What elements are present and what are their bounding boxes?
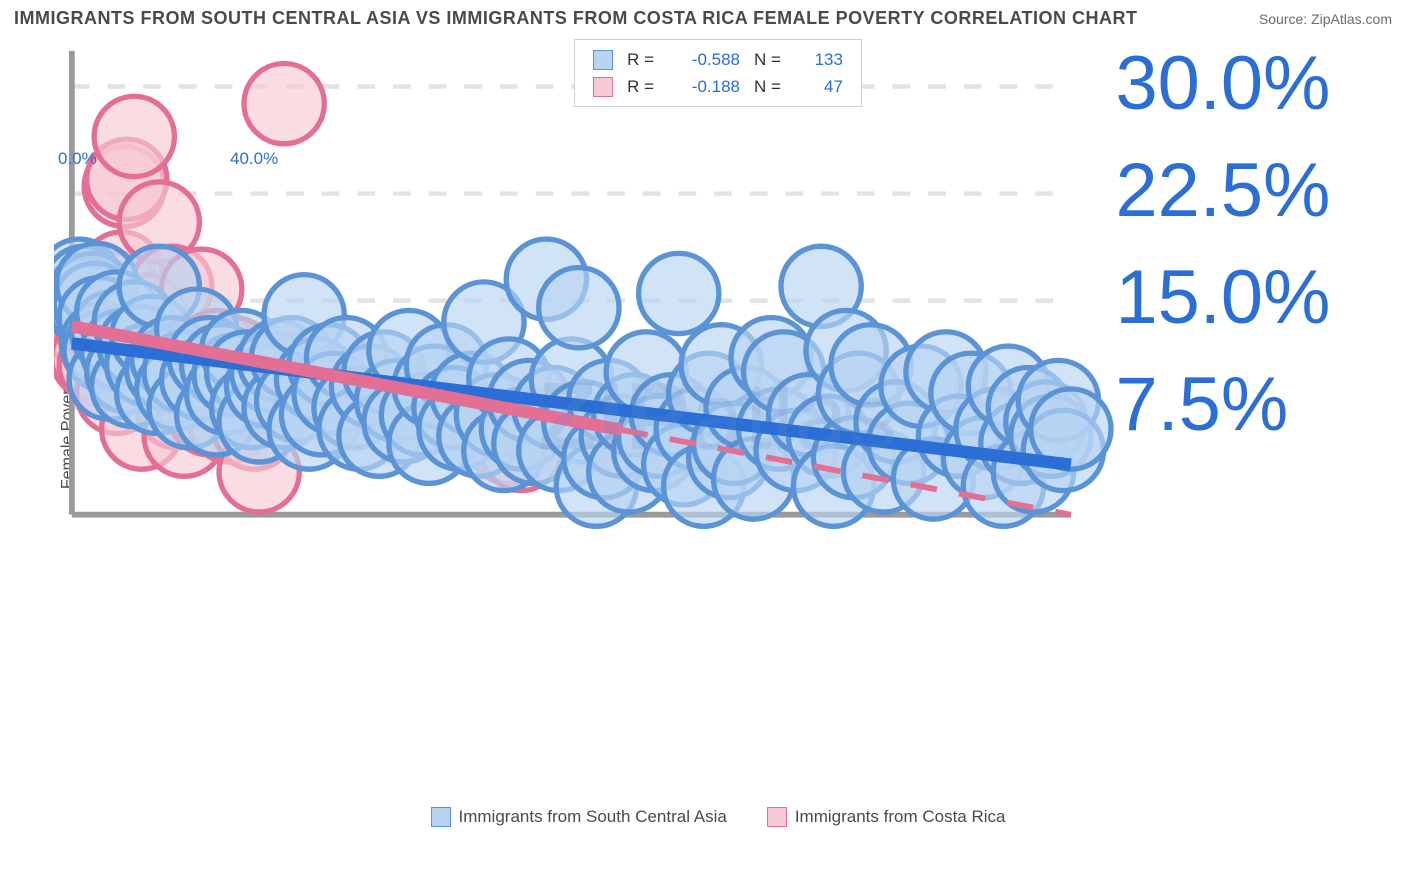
stats-r-label: R = xyxy=(627,46,654,73)
legend-swatch xyxy=(593,50,613,70)
legend-item: Immigrants from Costa Rica xyxy=(767,807,1006,827)
data-point xyxy=(94,96,174,176)
chart-title: IMMIGRANTS FROM SOUTH CENTRAL ASIA VS IM… xyxy=(14,8,1137,29)
stats-n-value: 133 xyxy=(795,46,843,73)
legend-label: Immigrants from Costa Rica xyxy=(795,807,1006,827)
legend-swatch xyxy=(431,807,451,827)
y-tick-label: 30.0% xyxy=(1115,41,1330,126)
legend-swatch xyxy=(593,77,613,97)
legend-item: Immigrants from South Central Asia xyxy=(431,807,727,827)
y-tick-label: 15.0% xyxy=(1115,255,1330,340)
stats-r-value: -0.188 xyxy=(668,73,740,100)
plot-area-wrapper: Female Poverty 7.5%15.0%22.5%30.0% ZIPat… xyxy=(44,33,1392,833)
data-point xyxy=(244,64,324,144)
series-legend: Immigrants from South Central Asia Immigr… xyxy=(44,807,1392,827)
stats-n-value: 47 xyxy=(795,73,843,100)
legend-swatch xyxy=(767,807,787,827)
data-point xyxy=(639,253,719,333)
x-axis-min-label: 0.0% xyxy=(58,149,97,169)
stats-r-label: R = xyxy=(627,73,654,100)
stats-row: R = -0.588 N = 133 xyxy=(593,46,843,73)
stats-r-value: -0.588 xyxy=(668,46,740,73)
scatter-plot: 7.5%15.0%22.5%30.0% xyxy=(54,33,1392,702)
stats-row: R = -0.188 N = 47 xyxy=(593,73,843,100)
stats-n-label: N = xyxy=(754,46,781,73)
legend-label: Immigrants from South Central Asia xyxy=(459,807,727,827)
data-point xyxy=(539,268,619,348)
source-attribution: Source: ZipAtlas.com xyxy=(1259,11,1392,27)
correlation-stats-legend: R = -0.588 N = 133 R = -0.188 N = 47 xyxy=(574,39,862,107)
y-tick-label: 7.5% xyxy=(1115,362,1288,447)
title-bar: IMMIGRANTS FROM SOUTH CENTRAL ASIA VS IM… xyxy=(0,0,1406,33)
x-axis-max-label: 40.0% xyxy=(230,149,1380,169)
stats-n-label: N = xyxy=(754,73,781,100)
